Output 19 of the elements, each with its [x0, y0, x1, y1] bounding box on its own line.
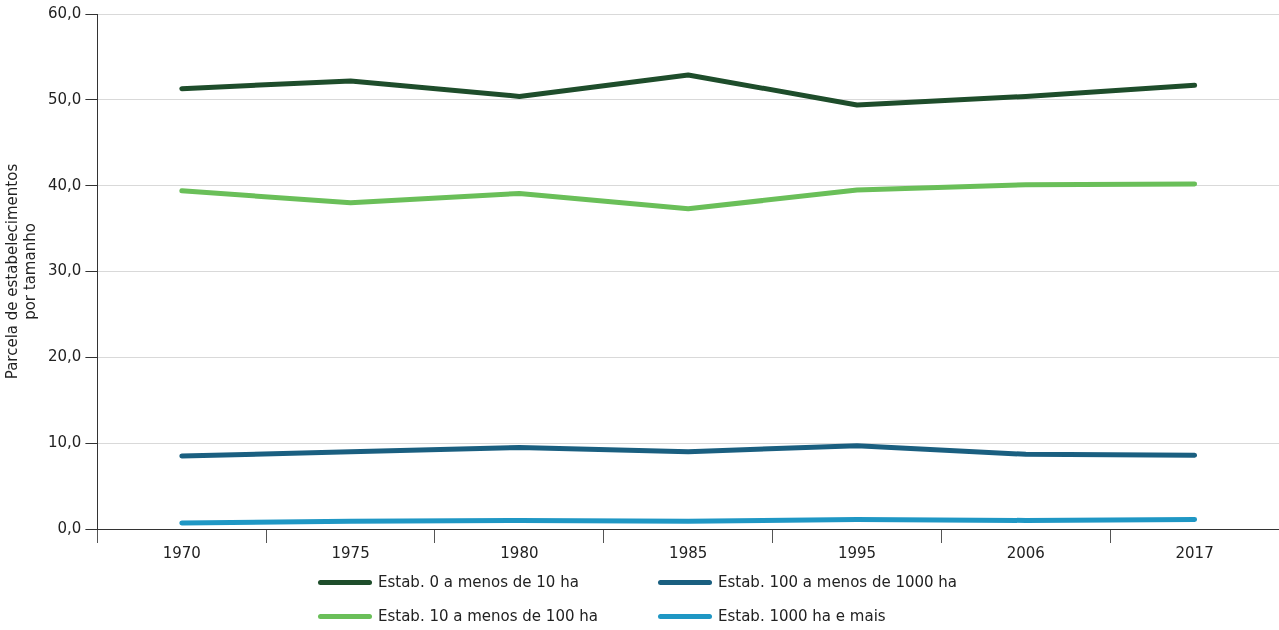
x-tick-label: 1980 [500, 543, 539, 562]
y-tick-label: 30,0 [47, 261, 82, 280]
x-tick-label: 2006 [1006, 543, 1045, 562]
y-tick-label: 60,0 [47, 3, 82, 22]
y-axis-title: Parcela de estabelecimentos por tamanho [2, 163, 39, 380]
legend-label: Estab. 10 a menos de 100 ha [378, 607, 598, 625]
y-tick-label: 20,0 [47, 347, 82, 366]
y-tick-label: 40,0 [47, 175, 82, 194]
x-tick-label: 2017 [1175, 543, 1214, 562]
legend-label: Estab. 100 a menos de 1000 ha [718, 573, 958, 591]
x-tick-label: 1995 [837, 543, 877, 562]
x-tick-label: 1985 [669, 543, 708, 562]
legend-label: Estab. 1000 ha e mais [718, 607, 886, 625]
y-tick-label: 10,0 [47, 433, 82, 452]
y-tick-label: 50,0 [47, 89, 82, 108]
x-tick-label: 1970 [162, 543, 201, 562]
x-tick-label: 1975 [331, 543, 370, 562]
y-tick-label: 0,0 [57, 518, 82, 537]
legend-label: Estab. 0 a menos de 10 ha [378, 573, 579, 591]
